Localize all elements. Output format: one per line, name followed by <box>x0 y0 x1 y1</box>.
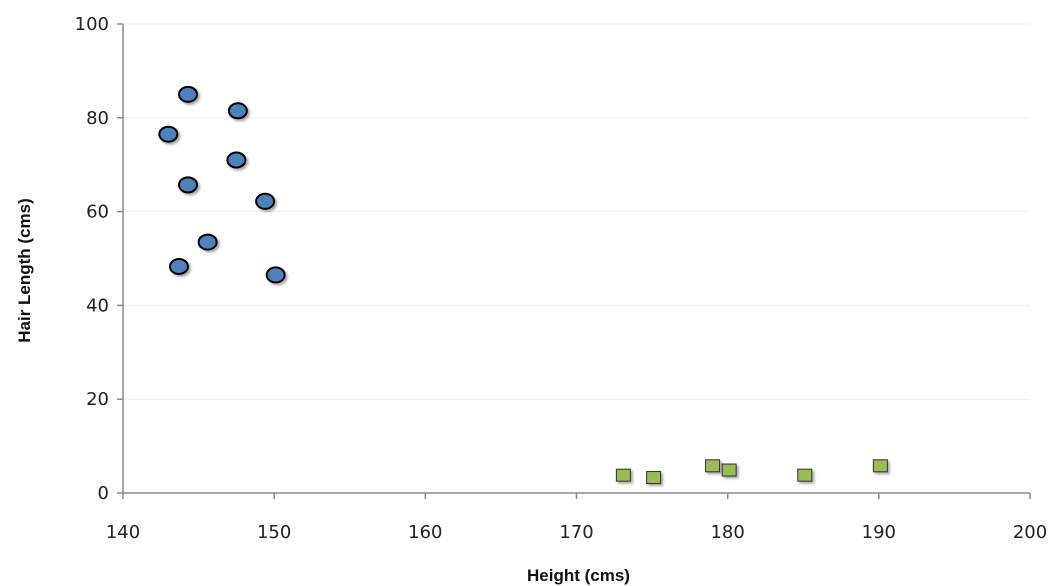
data-point-square <box>797 468 813 482</box>
y-tick-label: 60 <box>86 202 109 223</box>
data-point-circle <box>226 151 247 169</box>
y-tick-label: 100 <box>75 14 109 35</box>
data-points <box>158 85 888 485</box>
x-tick-label: 170 <box>559 522 593 543</box>
y-axis-title: Hair Length (cms) <box>15 198 34 343</box>
data-point-square <box>872 459 888 473</box>
x-tick-label: 190 <box>862 522 896 543</box>
data-point-circle <box>227 102 248 120</box>
data-point-circle <box>168 257 189 275</box>
y-tick-label: 40 <box>86 295 109 316</box>
axes <box>117 23 1031 499</box>
data-point-square <box>615 468 631 482</box>
x-tick-label: 200 <box>1013 522 1047 543</box>
data-point-square <box>721 463 737 477</box>
data-point-circle <box>158 125 179 143</box>
gridlines <box>123 23 1030 400</box>
data-point-square <box>646 471 662 485</box>
x-tick-label: 150 <box>257 522 291 543</box>
data-point-circle <box>255 192 276 210</box>
y-tick-label: 0 <box>98 483 109 504</box>
y-tick-label: 20 <box>86 389 109 410</box>
x-axis-title: Height (cms) <box>527 566 630 585</box>
tick-labels: 0 20 40 60 80 100 140 150 160 170 180 190 200 <box>75 14 1048 543</box>
x-tick-label: 160 <box>408 522 442 543</box>
y-tick-label: 80 <box>86 108 109 129</box>
data-point-circle <box>178 85 199 103</box>
x-tick-label: 180 <box>710 522 744 543</box>
x-tick-label: 140 <box>106 522 140 543</box>
data-point-square <box>705 459 721 473</box>
data-point-circle <box>197 233 218 251</box>
data-point-circle <box>265 266 286 284</box>
data-point-circle <box>178 176 199 194</box>
